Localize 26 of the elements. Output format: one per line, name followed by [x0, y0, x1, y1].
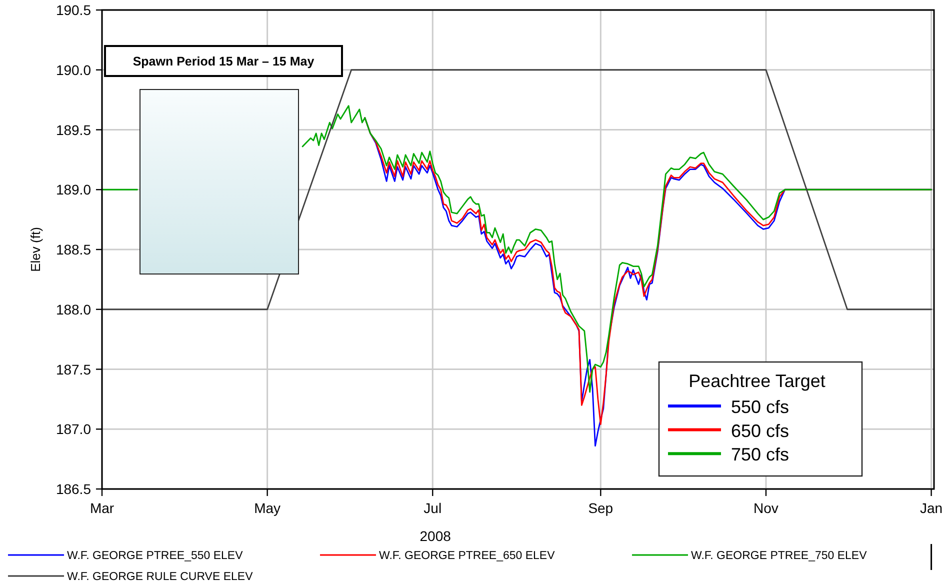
legend-label: W.F. GEORGE PTREE_750 ELEV: [691, 550, 868, 562]
legend-label: W.F. GEORGE PTREE_550 ELEV: [67, 550, 244, 562]
annotation: Spawn Period 15 Mar – 15 May: [132, 54, 314, 68]
x-tick-label: Sep: [588, 500, 614, 516]
y-tick-label: 187.5: [56, 361, 92, 378]
x-tick-label: Mar: [90, 500, 114, 516]
x-axis-title: 2008: [420, 528, 452, 544]
x-tick-label: Jul: [424, 500, 442, 516]
x-tick-label: Jan: [920, 500, 943, 516]
y-axis-title: Elev (ft): [28, 227, 43, 272]
annotation: 750 cfs: [731, 444, 790, 465]
x-tick-label: Nov: [754, 500, 778, 516]
y-tick-label: 186.5: [56, 481, 92, 497]
y-tick-label: 190.5: [56, 2, 92, 18]
annotation: 550 cfs: [731, 397, 790, 417]
y-tick-label: 189.0: [56, 182, 92, 198]
y-tick-label: 188.5: [56, 242, 92, 258]
annotation: 650 cfs: [731, 420, 790, 441]
y-tick-label: 188.0: [56, 301, 92, 318]
y-tick-label: 190.0: [56, 62, 92, 78]
y-tick-label: 187.0: [56, 421, 92, 438]
legend-label: W.F. GEORGE PTREE_650 ELEV: [379, 550, 556, 562]
legend-label: W.F. GEORGE RULE CURVE ELEV: [67, 571, 254, 583]
x-tick-label: May: [254, 500, 281, 516]
annotation: Peachtree Target: [688, 371, 826, 391]
y-tick-label: 189.5: [56, 122, 92, 138]
